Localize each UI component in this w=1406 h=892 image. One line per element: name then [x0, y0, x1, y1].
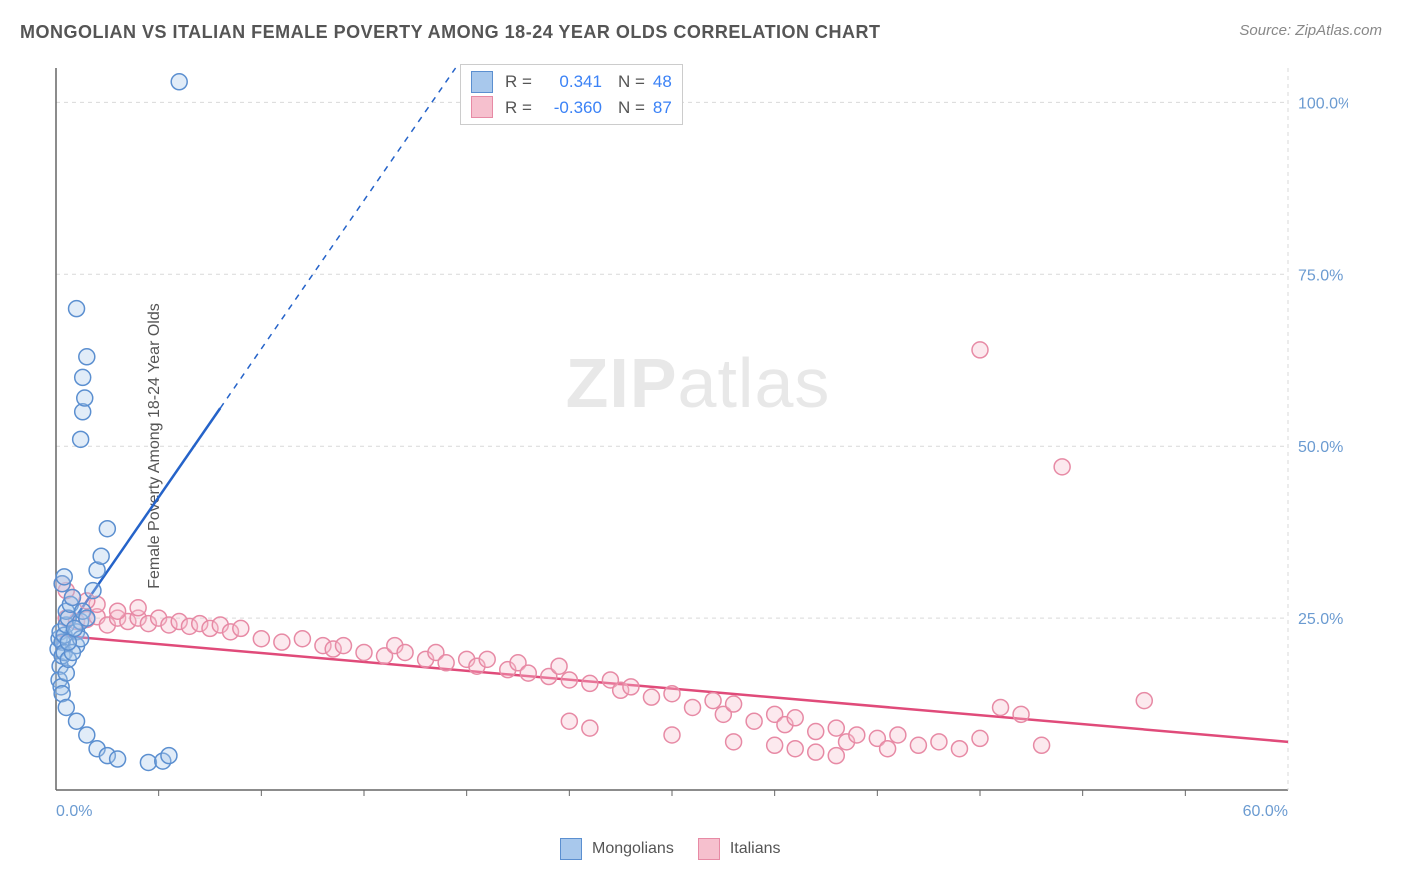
corr-row-0: R = 0.341 N = 48: [471, 69, 672, 95]
svg-text:100.0%: 100.0%: [1298, 95, 1348, 112]
r-label: R =: [505, 69, 532, 95]
legend-swatch-0: [560, 838, 582, 860]
svg-text:50.0%: 50.0%: [1298, 439, 1343, 456]
correlation-box: R = 0.341 N = 48 R = -0.360 N = 87: [460, 64, 683, 125]
source-credit: Source: ZipAtlas.com: [1239, 22, 1382, 39]
n-value-1: 87: [653, 95, 672, 121]
legend-item-1: Italians: [698, 838, 781, 860]
svg-text:0.0%: 0.0%: [56, 803, 92, 820]
plot-area: ZIPatlas 25.0%50.0%75.0%100.0%0.0%60.0%: [48, 60, 1348, 830]
legend: Mongolians Italians: [560, 838, 781, 860]
n-value-0: 48: [653, 69, 672, 95]
legend-label-0: Mongolians: [592, 840, 674, 858]
legend-item-0: Mongolians: [560, 838, 674, 860]
source-prefix: Source:: [1239, 22, 1295, 39]
corr-swatch-0: [471, 71, 493, 93]
n-label: N =: [618, 95, 645, 121]
corr-row-1: R = -0.360 N = 87: [471, 95, 672, 121]
r-label: R =: [505, 95, 532, 121]
r-value-0: 0.341: [540, 69, 602, 95]
chart-title: MONGOLIAN VS ITALIAN FEMALE POVERTY AMON…: [20, 22, 881, 43]
svg-text:25.0%: 25.0%: [1298, 611, 1343, 628]
legend-label-1: Italians: [730, 840, 781, 858]
corr-swatch-1: [471, 96, 493, 118]
svg-text:75.0%: 75.0%: [1298, 267, 1343, 284]
r-value-1: -0.360: [540, 95, 602, 121]
svg-text:60.0%: 60.0%: [1243, 803, 1288, 820]
source-name: ZipAtlas.com: [1295, 22, 1382, 39]
n-label: N =: [618, 69, 645, 95]
chart-svg: 25.0% 50.0% 75.0% 100.0% 0.0% 60.0%: [48, 60, 1348, 830]
legend-swatch-1: [698, 838, 720, 860]
